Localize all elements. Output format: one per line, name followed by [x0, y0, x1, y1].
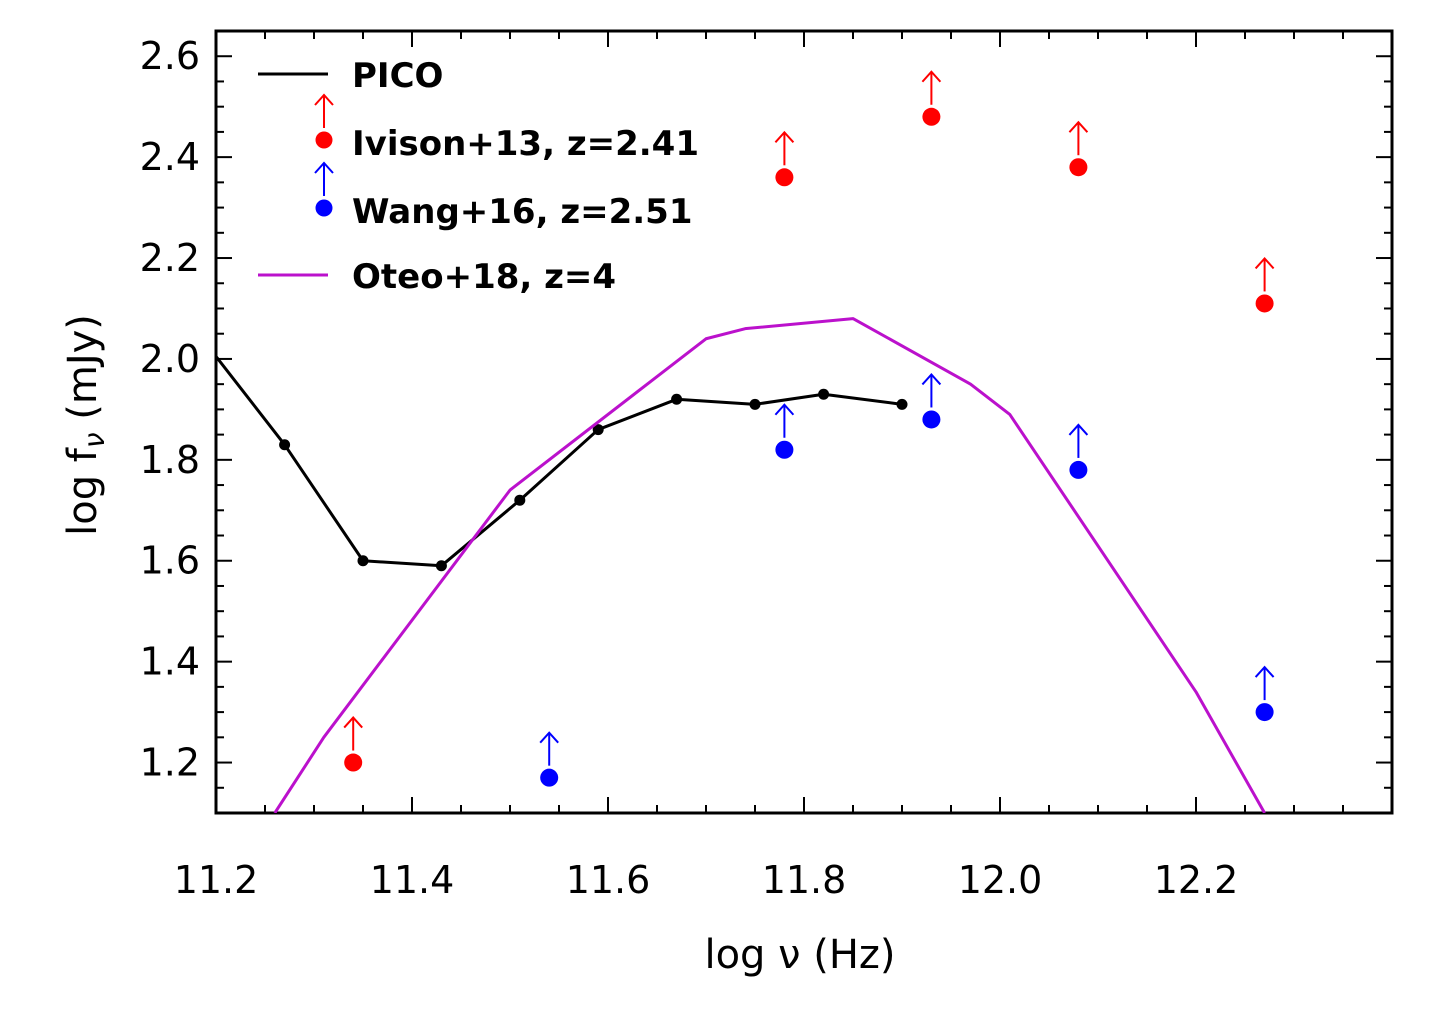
x-axis-title: log ν (Hz) [704, 932, 895, 978]
legend-label-oteo: Oteo+18, z=4 [352, 257, 616, 297]
limit-marker [1069, 460, 1088, 479]
y-tick-label: 1.6 [140, 539, 200, 583]
limit-arrow-head [1068, 120, 1089, 133]
lower-limit-point-1 [774, 130, 795, 187]
lower-limit-point-2 [774, 403, 795, 459]
y-axis-title: log fν (mJy) [60, 314, 111, 536]
lower-limit-point-2 [539, 731, 559, 787]
legend-label-pico: PICO [352, 56, 443, 96]
series-line-3 [273, 317, 1266, 813]
series-layer [216, 317, 1266, 813]
x-tick-label: 11.4 [370, 858, 455, 902]
series-marker-0 [435, 560, 447, 572]
legend: PICO Ivison+13, z=2.41 Wang+16, z=2.51 O… [258, 56, 699, 297]
lower-limit-point-2 [1068, 423, 1089, 479]
series-marker-0 [357, 555, 369, 567]
limit-arrow-head [774, 130, 795, 143]
limit-arrow-head [921, 372, 942, 386]
series-marker-0 [514, 494, 526, 506]
x-tick-labels: 11.2 11.4 11.6 11.8 12.0 12.2 [174, 858, 1239, 902]
legend-swatch-ivison [314, 93, 334, 149]
y-axis-title-main: log f [60, 447, 106, 536]
limit-marker [344, 753, 363, 772]
series-marker-0 [671, 393, 683, 405]
lower-limit-point-2 [921, 372, 942, 429]
limit-marker [922, 107, 941, 126]
series-line-0 [216, 353, 903, 568]
lower-limit-point-1 [1254, 256, 1275, 313]
y-axis-title-unit: (mJy) [60, 314, 106, 432]
y-axis-title-sub: ν [78, 432, 111, 448]
lower-limit-point-1 [1068, 120, 1089, 177]
limit-arrow-head [1254, 665, 1275, 678]
limit-arrow-head [343, 716, 363, 729]
x-tick-label: 11.8 [762, 858, 847, 902]
axis-ticks [215, 30, 1393, 814]
lower-limit-point-2 [1254, 665, 1275, 722]
legend-label-wang: Wang+16, z=2.51 [352, 192, 693, 232]
series-marker-0 [749, 398, 761, 410]
series-marker-0 [279, 439, 291, 451]
limit-arrow-head [774, 403, 795, 416]
x-tick-label: 11.6 [566, 858, 651, 902]
limit-arrow-head [921, 70, 942, 83]
x-tick-label: 11.2 [174, 858, 259, 902]
limit-marker [922, 410, 941, 429]
y-tick-label: 2.0 [140, 337, 200, 381]
limit-marker [775, 440, 794, 459]
limit-arrow-head [1068, 423, 1089, 436]
limit-arrow-layer [343, 70, 1275, 787]
limit-marker [775, 168, 794, 187]
lower-limit-point-1 [921, 70, 942, 126]
y-tick-label: 2.4 [140, 135, 200, 179]
y-tick-label: 2.2 [140, 236, 200, 280]
limit-marker [1255, 703, 1274, 722]
limit-marker [1255, 294, 1274, 313]
legend-swatch-wang [314, 161, 334, 217]
limit-marker [1069, 158, 1088, 177]
series-marker-0 [592, 424, 604, 436]
y-tick-label: 2.6 [140, 34, 200, 78]
y-tick-labels: 1.2 1.4 1.6 1.8 2.0 2.2 2.4 2.6 [140, 34, 200, 784]
y-tick-label: 1.4 [140, 640, 200, 684]
series-marker-0 [896, 398, 908, 410]
x-tick-label: 12.0 [958, 858, 1043, 902]
limit-arrow-head [539, 731, 559, 744]
lower-limit-point-1 [343, 716, 363, 772]
x-tick-label: 12.2 [1154, 858, 1239, 902]
series-marker-0 [818, 388, 830, 400]
y-tick-label: 1.8 [140, 438, 200, 482]
limit-arrow-head [1254, 256, 1275, 270]
limit-marker [540, 768, 559, 787]
y-tick-label: 1.2 [140, 741, 200, 785]
legend-label-ivison: Ivison+13, z=2.41 [352, 124, 699, 164]
